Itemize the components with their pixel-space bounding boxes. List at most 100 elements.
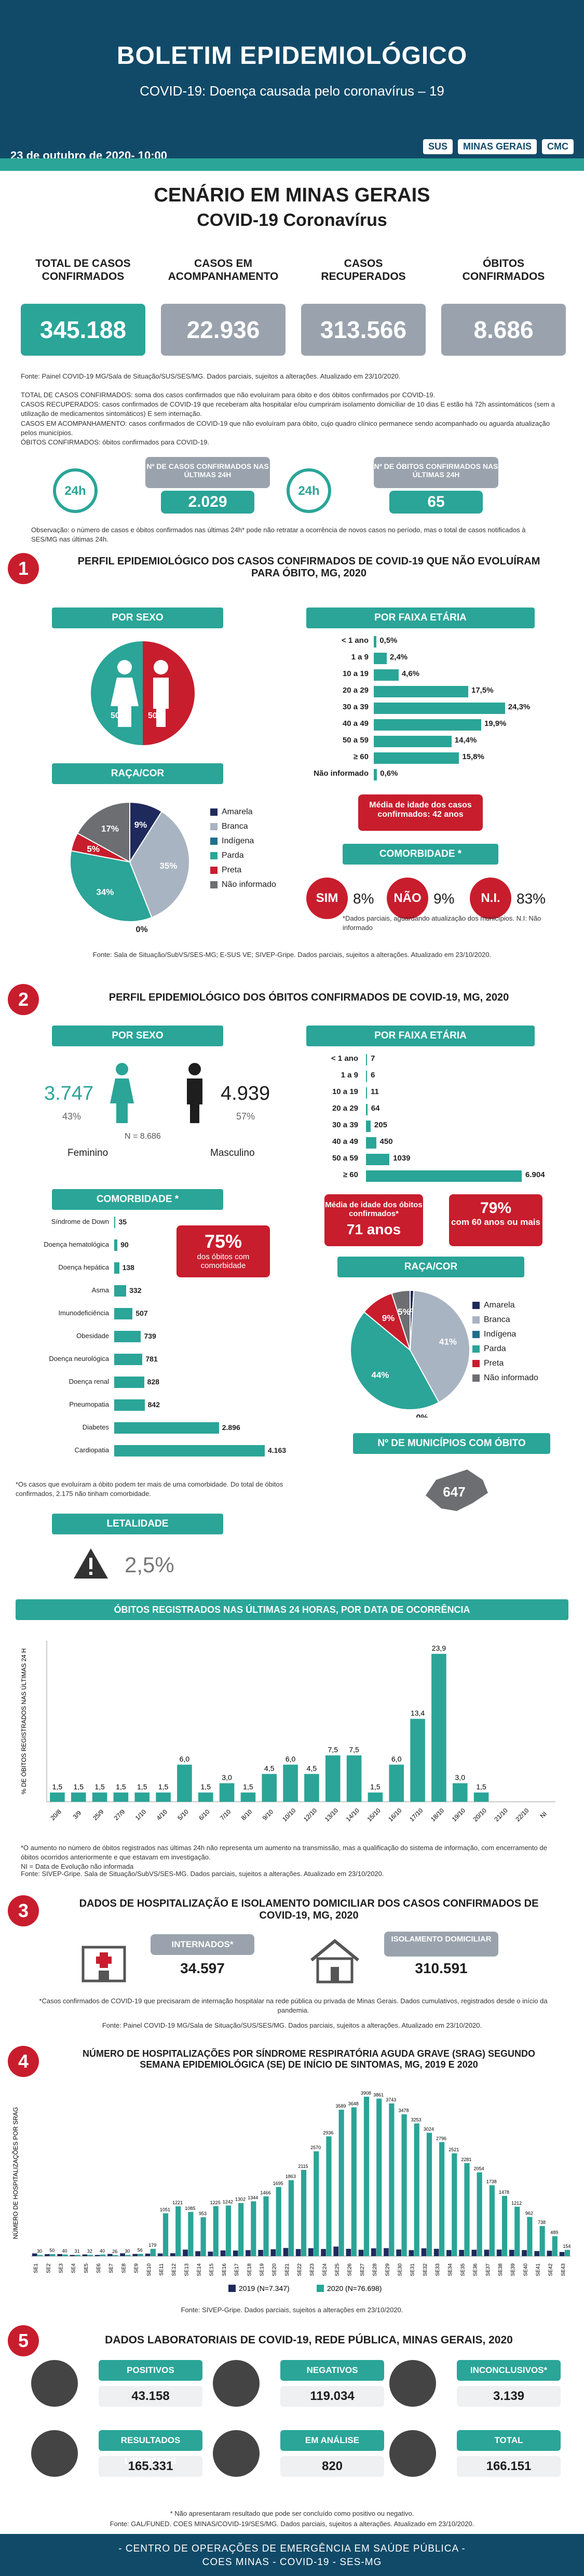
- pie-label: 5%: [398, 1307, 411, 1317]
- faixa-bar: [366, 1087, 367, 1099]
- bar-label: 56: [138, 2248, 143, 2253]
- bar-label: 1,5: [370, 1783, 381, 1791]
- pie-slice: [391, 1289, 411, 1351]
- comorb-label: Pneumopatia: [69, 1400, 109, 1408]
- section-number: 3: [8, 1895, 39, 1926]
- s2-raca-title: RAÇA/COR: [337, 1257, 524, 1277]
- bar-2019: [446, 2250, 452, 2256]
- bar-2019: [258, 2249, 263, 2256]
- bar-2020: [527, 2217, 533, 2256]
- legend-label: Branca: [222, 822, 248, 831]
- legend-swatch: [210, 852, 218, 859]
- s1-comorb-note: *Dados parciais, aguardando atualização …: [343, 914, 541, 932]
- pie-slice: [70, 850, 153, 922]
- x-tick-label: 27/9: [113, 1808, 127, 1822]
- home-icon: [306, 1937, 363, 1986]
- pct60-label: com 60 anos ou mais: [451, 1217, 540, 1227]
- legend-swatch: [472, 1345, 480, 1353]
- s3-source: Fonte: Painel COVID-19 MG/Sala de Situaç…: [102, 2021, 482, 2029]
- comorb-label: Doença hepática: [58, 1263, 109, 1271]
- x-tick-label: 25/9: [91, 1808, 105, 1822]
- internados-label: INTERNADOS*: [151, 1934, 254, 1955]
- card-value: 8.686: [441, 304, 566, 356]
- bar-label: 154: [563, 2244, 571, 2249]
- bar-label: 1302: [235, 2197, 246, 2202]
- x-tick-label: 8/10: [240, 1808, 254, 1822]
- media-idade-value: 71 anos: [346, 1221, 401, 1237]
- def-obitos: ÓBITOS CONFIRMADOS: óbitos confirmados p…: [21, 438, 210, 446]
- comorb-circle: NÃO: [387, 878, 428, 919]
- bar-2019: [195, 2251, 201, 2256]
- bar-label: 1863: [286, 2174, 296, 2179]
- obitos-n: N = 8.686: [125, 1132, 161, 1141]
- bar-2019: [333, 2246, 339, 2256]
- bar-label: 1,5: [116, 1783, 126, 1791]
- legend-swatch: [472, 1330, 480, 1338]
- x-tick-label: 18/10: [429, 1806, 445, 1823]
- comorb-value: 739: [144, 1332, 156, 1340]
- card-value: 22.936: [161, 304, 286, 356]
- bar-label: 3,0: [455, 1773, 466, 1782]
- bar-label: 3024: [424, 2126, 434, 2132]
- bar-2019: [534, 2251, 540, 2256]
- bar-2020: [50, 2254, 56, 2256]
- pie-label: 35%: [159, 861, 177, 871]
- pie-label: 41%: [439, 1337, 457, 1347]
- s1-raca-legend: Amarela Branca Indígena Parda Preta Não infor…: [210, 805, 276, 892]
- faixa-label: 40 a 49: [332, 1137, 358, 1146]
- bar-label: 1051: [160, 2207, 170, 2212]
- bar-2019: [295, 2249, 301, 2256]
- faixa-bar: [366, 1054, 367, 1066]
- legend-label: Não informado: [484, 1373, 538, 1382]
- comorb-value: 828: [147, 1378, 160, 1386]
- s2-faixa-title: POR FAIXA ETÁRIA: [306, 1026, 535, 1046]
- card-value: 313.566: [301, 304, 426, 356]
- bar-2020: [301, 2169, 307, 2256]
- comorb-label: Asma: [91, 1286, 109, 1294]
- x-tick-label: SE4: [71, 2263, 77, 2273]
- legend-swatch: [472, 1316, 480, 1324]
- x-tick-label: SE22: [297, 2263, 303, 2276]
- legend-swatch: [472, 1301, 480, 1309]
- bar-2020: [150, 2248, 156, 2256]
- pie-label: 9%: [134, 820, 147, 830]
- lab-card: TOTAL 166.151: [457, 2430, 561, 2477]
- comorb-value: 8%: [353, 891, 374, 907]
- bar-label: 26: [112, 2249, 117, 2254]
- footer-line1: - CENTRO DE OPERAÇÕES DE EMERGÊNCIA EM S…: [118, 2543, 466, 2554]
- pie-slice: [409, 1290, 470, 1404]
- bar-2020: [363, 2096, 370, 2256]
- bar-2020: [276, 2187, 281, 2256]
- faixa-bar: [374, 736, 452, 747]
- x-tick-label: SE30: [397, 2263, 403, 2276]
- obitos24-chart: % DE ÓBITOS REGISTRADOS NAS ÚLTIMAS 24 H…: [20, 1641, 555, 1823]
- bar-label: 3478: [398, 2108, 409, 2113]
- bar-2019: [547, 2250, 552, 2256]
- legend-label: Amarela: [484, 1301, 515, 1310]
- x-tick-label: 20/8: [49, 1808, 63, 1822]
- x-tick-label: 15/10: [366, 1806, 382, 1823]
- x-tick-label: SE5: [84, 2263, 89, 2273]
- bar-2020: [351, 2107, 357, 2256]
- x-tick-label: SE18: [247, 2263, 252, 2276]
- legend-label: 2019 (N=7.347): [239, 2284, 290, 2292]
- x-tick-label: SE3: [58, 2263, 64, 2273]
- s4-source: Fonte: SIVEP-Gripe. Dados parciais, suje…: [181, 2306, 403, 2314]
- comorb-label: Doença neurológica: [49, 1355, 109, 1363]
- bar-2019: [421, 2248, 427, 2256]
- faixa-value: 17,5%: [471, 686, 494, 695]
- bar-2020: [188, 2211, 194, 2256]
- clock-24h-icon: 24h: [47, 462, 104, 519]
- comorb-value: 90: [120, 1240, 129, 1249]
- x-tick-label: 5/10: [176, 1808, 190, 1822]
- bar-2020: [62, 2254, 68, 2256]
- minas-gerais-logo: MINAS GERAIS: [457, 139, 537, 154]
- svg-text:24h: 24h: [298, 484, 319, 498]
- bar: [368, 1792, 383, 1802]
- def-total: TOTAL DE CASOS CONFIRMADOS: soma dos cas…: [21, 391, 436, 399]
- legend-item: Não informado: [210, 878, 276, 892]
- card-label: CASOS EM ACOMPANHAMENTO: [168, 258, 279, 283]
- bar-label: 30: [125, 2249, 130, 2254]
- faixa-label: ≥ 60: [343, 1170, 358, 1179]
- section2-title: PERFIL EPIDEMIOLÓGICO DOS ÓBITOS CONFIRM…: [108, 992, 509, 1003]
